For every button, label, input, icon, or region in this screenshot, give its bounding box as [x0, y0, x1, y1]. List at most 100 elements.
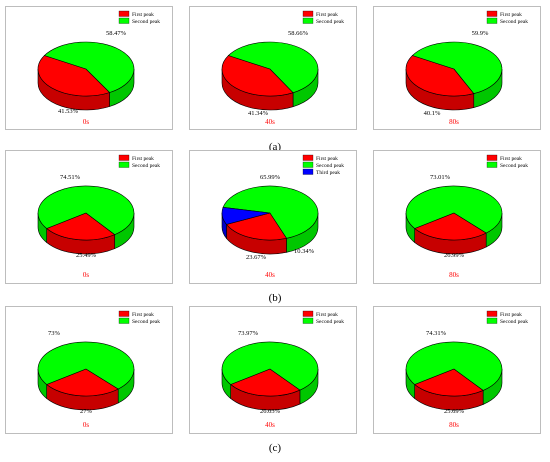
- pie-panel: 27% 73% First peak Second peak 0s: [5, 306, 173, 434]
- pie-slice-first-peak: [46, 212, 116, 241]
- pie-panel: 41.34% 58.66% First peak Second peak 40s: [189, 6, 357, 130]
- time-label: 80s: [449, 271, 459, 279]
- row-label-c: (c): [268, 442, 282, 454]
- time-label: 80s: [449, 421, 459, 429]
- pie-slice-second-peak: [43, 41, 135, 93]
- legend-label-second-peak: Second peak: [132, 19, 160, 25]
- legend-label-first-peak: First peak: [132, 312, 154, 318]
- legend-label-first-peak: First peak: [132, 12, 154, 18]
- time-label: 0s: [83, 271, 90, 279]
- percent-label-first-peak: 23.67%: [246, 254, 267, 261]
- pie-panel: 41.53% 58.47% First peak Second peak 0s: [5, 6, 173, 130]
- percent-label-first-peak: 25.69%: [444, 408, 465, 415]
- pie-panel: 25.69% 74.31% First peak Second peak 80s: [373, 306, 541, 434]
- legend-swatch-first-peak: [486, 10, 498, 17]
- legend-swatch-second-peak: [118, 161, 130, 168]
- pie-slice-second-peak: [221, 341, 319, 391]
- percent-label-second-peak: 58.66%: [288, 30, 309, 37]
- row-label-b: (b): [268, 292, 282, 304]
- pie-side: [405, 212, 503, 255]
- pie-slice-first-peak: [414, 368, 484, 397]
- pie-slice-second-peak: [411, 41, 503, 94]
- legend-label-second-peak: Second peak: [500, 163, 528, 169]
- pie-panel: 25.49% 74.51% First peak Second peak 0s: [5, 150, 173, 284]
- legend-label-second-peak: Second peak: [500, 319, 528, 325]
- percent-label-second-peak: 58.47%: [106, 30, 127, 37]
- pie-panel: 23.67% 65.99% 10.34% First peak Second peak T…: [189, 150, 357, 284]
- pie-panel: 26.03% 73.97% First peak Second peak 40s: [189, 306, 357, 434]
- percent-label-second-peak: 74.51%: [60, 174, 81, 181]
- time-label: 40s: [265, 421, 275, 429]
- percent-label-first-peak: 25.49%: [76, 252, 97, 259]
- percent-label-second-peak: 65.99%: [260, 174, 281, 181]
- pie-slice-first-peak: [46, 368, 119, 397]
- legend-swatch-first-peak: [118, 10, 130, 17]
- percent-label-first-peak: 41.53%: [58, 108, 79, 115]
- percent-label-second-peak: 73.01%: [430, 174, 451, 181]
- time-label: 0s: [83, 118, 90, 126]
- legend-swatch-second-peak: [486, 17, 498, 24]
- legend-label-second-peak: Second peak: [316, 163, 344, 169]
- legend-swatch-second-peak: [302, 161, 314, 168]
- legend-label-second-peak: Second peak: [500, 19, 528, 25]
- legend-swatch-first-peak: [118, 310, 130, 317]
- legend-swatch-first-peak: [486, 310, 498, 317]
- percent-label-second-peak: 73.97%: [238, 330, 259, 337]
- pie-panel: 26.99% 73.01% First peak Second peak 80s: [373, 150, 541, 284]
- percent-label-first-peak: 26.99%: [444, 252, 465, 259]
- legend-label-first-peak: First peak: [500, 156, 522, 162]
- legend-swatch-first-peak: [118, 154, 130, 161]
- legend-swatch-second-peak: [486, 317, 498, 324]
- pie-panel: 40.1% 59.9% First peak Second peak 80s: [373, 6, 541, 130]
- pie-slice-third-peak: [221, 206, 271, 225]
- pie-slice-second-peak: [405, 185, 503, 234]
- percent-label-first-peak: 26.03%: [260, 408, 281, 415]
- pie-slice-first-peak: [230, 368, 301, 397]
- pie-slice-second-peak: [405, 341, 503, 391]
- legend-label-first-peak: First peak: [500, 12, 522, 18]
- time-label: 40s: [265, 118, 275, 126]
- percent-label-second-peak: 59.9%: [472, 30, 489, 37]
- legend-label-second-peak: Second peak: [132, 319, 160, 325]
- percent-label-first-peak: 40.1%: [424, 110, 441, 117]
- pie-slice-second-peak: [227, 41, 319, 93]
- legend-label-second-peak: Second peak: [316, 19, 344, 25]
- percent-label-first-peak: 41.34%: [248, 110, 269, 117]
- percent-label-second-peak: 73%: [48, 330, 61, 337]
- time-label: 40s: [265, 271, 275, 279]
- pie-slice-first-peak: [414, 212, 487, 241]
- legend-swatch-second-peak: [302, 317, 314, 324]
- legend-swatch-second-peak: [486, 161, 498, 168]
- legend-label-first-peak: First peak: [316, 156, 338, 162]
- pie-slice-second-peak: [222, 185, 319, 239]
- legend-label-first-peak: First peak: [316, 12, 338, 18]
- legend-swatch-first-peak: [302, 310, 314, 317]
- pie-slice-first-peak: [37, 55, 111, 97]
- legend-label-third-peak: Third peak: [316, 170, 340, 176]
- pie-side: [37, 212, 135, 255]
- legend-swatch-third-peak: [302, 168, 314, 175]
- legend-label-first-peak: First peak: [500, 312, 522, 318]
- legend-swatch-first-peak: [302, 154, 314, 161]
- pie-slice-second-peak: [37, 341, 135, 390]
- percent-label-second-peak: 74.31%: [426, 330, 447, 337]
- pie-slice-first-peak: [225, 212, 288, 241]
- legend-label-second-peak: Second peak: [132, 163, 160, 169]
- pie-slice-first-peak: [405, 55, 475, 97]
- time-label: 80s: [449, 118, 459, 126]
- percent-label-third-peak: 10.34%: [294, 248, 315, 255]
- legend-swatch-second-peak: [118, 317, 130, 324]
- legend-label-first-peak: First peak: [132, 156, 154, 162]
- pie-slice-first-peak: [221, 55, 294, 97]
- legend-label-first-peak: First peak: [316, 312, 338, 318]
- legend-swatch-second-peak: [302, 17, 314, 24]
